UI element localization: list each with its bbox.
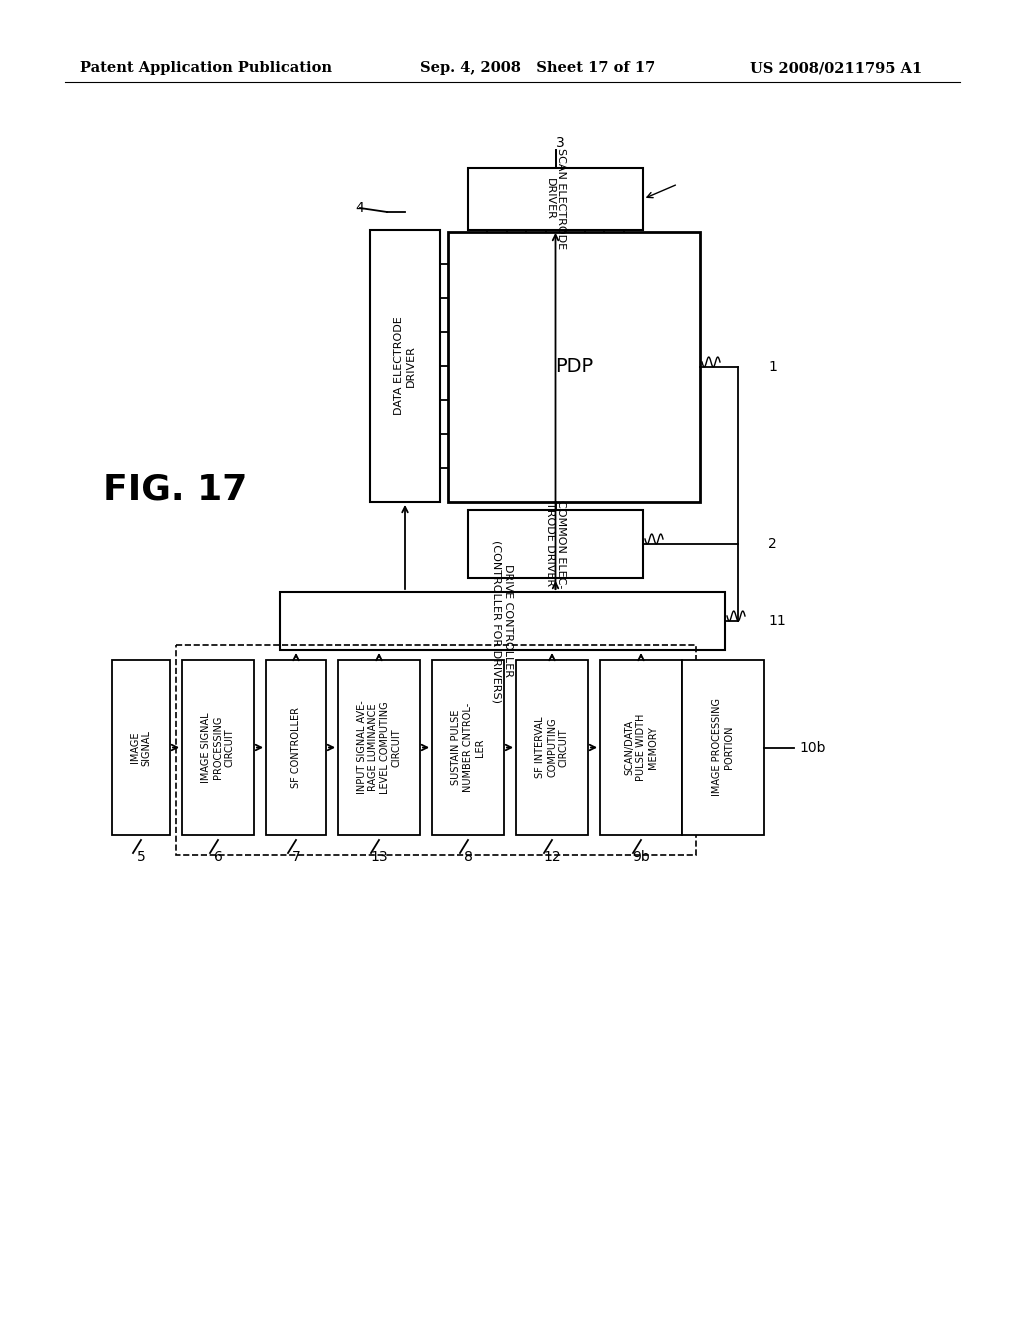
Bar [432, 660, 504, 836]
Text: 4: 4 [355, 201, 365, 215]
Text: 9b: 9b [632, 850, 650, 865]
Text: SUSTAIN PULSE
NUMBER CNTROL-
LER: SUSTAIN PULSE NUMBER CNTROL- LER [452, 702, 484, 792]
Text: DRIVE CONTROLLER
(CONTROLLER FOR DRIVERS): DRIVE CONTROLLER (CONTROLLER FOR DRIVERS… [492, 540, 513, 702]
Text: 3: 3 [556, 136, 565, 150]
Text: INPUT SIGNAL AVE-
RAGE LUMINANCE
LEVEL COMPUTING
CIRCUIT: INPUT SIGNAL AVE- RAGE LUMINANCE LEVEL C… [356, 701, 401, 795]
Text: Patent Application Publication: Patent Application Publication [80, 61, 332, 75]
Text: SF CONTROLLER: SF CONTROLLER [291, 708, 301, 788]
Text: 12: 12 [543, 850, 561, 865]
Text: 1: 1 [768, 360, 777, 374]
Text: SCAN ELECTRODE
DRIVER: SCAN ELECTRODE DRIVER [545, 148, 566, 249]
Text: 8: 8 [464, 850, 472, 865]
Bar [682, 660, 764, 836]
Text: DATA ELECTRODE
DRIVER: DATA ELECTRODE DRIVER [394, 317, 416, 416]
Bar [176, 645, 696, 855]
Text: 10b: 10b [799, 741, 825, 755]
Text: IMAGE SIGNAL
PROCESSING
CIRCUIT: IMAGE SIGNAL PROCESSING CIRCUIT [202, 713, 234, 783]
Text: SCAN/DATA
PULSE WIDTH
MEMORY: SCAN/DATA PULSE WIDTH MEMORY [625, 714, 657, 781]
Bar [468, 168, 643, 230]
Text: Sep. 4, 2008   Sheet 17 of 17: Sep. 4, 2008 Sheet 17 of 17 [420, 61, 655, 75]
Bar [449, 232, 700, 502]
Bar [468, 510, 643, 578]
Bar [338, 660, 420, 836]
Text: 2: 2 [768, 537, 777, 550]
Bar [280, 591, 725, 649]
Bar [266, 660, 326, 836]
Text: 5: 5 [136, 850, 145, 865]
Bar [182, 660, 254, 836]
Bar [112, 660, 170, 836]
Text: 13: 13 [371, 850, 388, 865]
Text: PDP: PDP [555, 358, 593, 376]
Text: FIG. 17: FIG. 17 [102, 473, 247, 507]
Text: COMMON ELEC-
TRODE DRIVER: COMMON ELEC- TRODE DRIVER [545, 500, 566, 589]
Text: 7: 7 [292, 850, 300, 865]
Bar [516, 660, 588, 836]
Text: IMAGE
SIGNAL: IMAGE SIGNAL [130, 730, 152, 766]
Text: 6: 6 [214, 850, 222, 865]
Text: IMAGE PROCESSING
PORTION: IMAGE PROCESSING PORTION [713, 698, 734, 796]
Text: SF INTERVAL
COMPUTING
CIRCUIT: SF INTERVAL COMPUTING CIRCUIT [536, 717, 568, 779]
Text: US 2008/0211795 A1: US 2008/0211795 A1 [750, 61, 923, 75]
Bar [600, 660, 682, 836]
Bar [370, 230, 440, 502]
Text: 11: 11 [768, 614, 785, 628]
